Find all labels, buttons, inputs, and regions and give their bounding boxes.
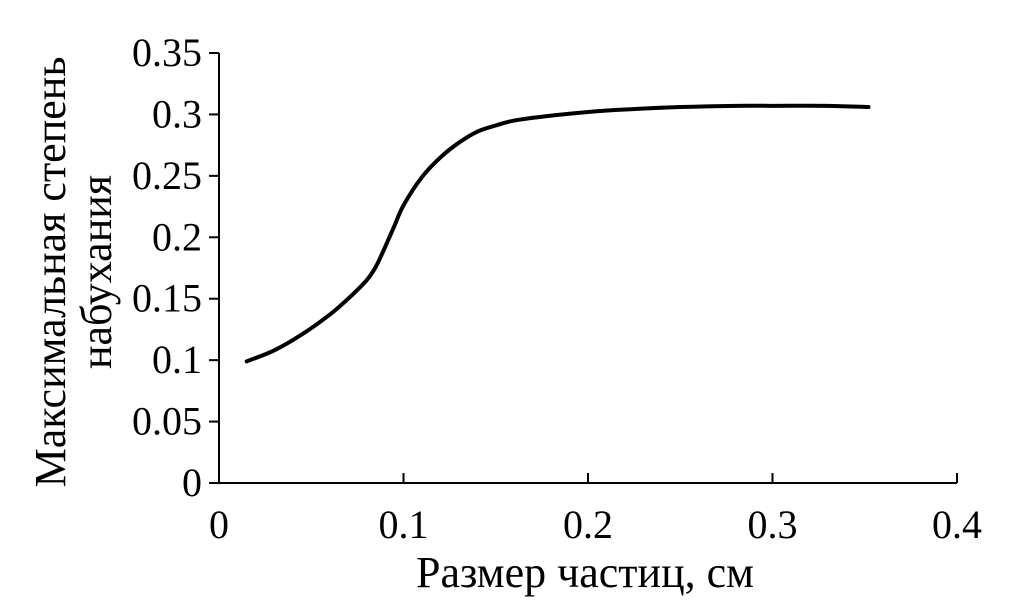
series xyxy=(244,103,871,364)
y-ticks: 0 0.05 0.1 0.15 0.2 0.25 0.3 0.35 xyxy=(132,30,219,505)
x-tick-label: 0 xyxy=(209,502,229,547)
y-tick-label: 0.05 xyxy=(132,399,202,444)
y-tick-label: 0.3 xyxy=(152,91,202,136)
x-axis-title: Размер частиц, см xyxy=(416,548,754,597)
y-tick-label: 0.25 xyxy=(132,153,202,198)
y-tick-label: 0.2 xyxy=(152,214,202,259)
x-tick-label: 0.1 xyxy=(379,502,429,547)
x-tick-label: 0.4 xyxy=(932,502,982,547)
axes xyxy=(218,53,957,484)
y-tick-label: 0.35 xyxy=(132,30,202,75)
x-tick-label: 0.3 xyxy=(748,502,798,547)
y-tick-label: 0.1 xyxy=(152,337,202,382)
x-tick-label: 0.2 xyxy=(563,502,613,547)
y-axis-title: Максимальная степень набухания xyxy=(26,57,121,488)
x-ticks: 0 0.1 0.2 0.3 0.4 xyxy=(209,473,982,547)
y-tick-label: 0.15 xyxy=(132,276,202,321)
y-axis-title-line-1: Максимальная степень xyxy=(26,57,75,488)
series-line xyxy=(244,103,871,364)
y-axis-title-line-2: набухания xyxy=(72,175,121,369)
y-tick-label: 0 xyxy=(182,460,202,505)
